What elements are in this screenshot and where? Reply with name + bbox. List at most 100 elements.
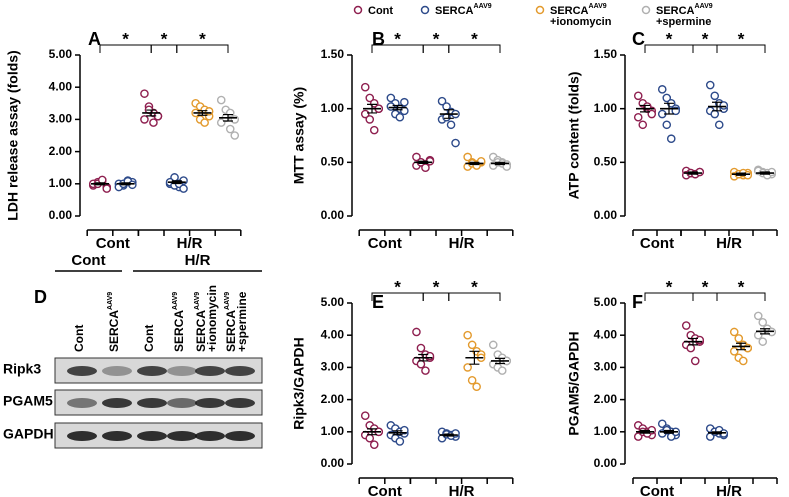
error-bar [95,182,105,186]
y-tick-label: 0.00 [321,456,345,470]
legend-marker [641,5,651,15]
data-point [690,356,700,366]
error-bar [146,109,157,117]
panel-letter: D [34,287,47,307]
blot-header: Cont [71,252,105,269]
y-axis-label: MTT assay (%) [291,87,307,184]
data-point [488,340,498,350]
panel-letter: A [88,29,101,49]
label-base: SERCA [107,310,121,352]
error-bar [712,431,722,435]
y-tick-label: 4.00 [321,327,345,341]
significance-bracket [448,292,501,301]
significance-label: * [161,29,168,48]
blot-band [195,366,225,376]
legend-label: Cont [368,5,393,17]
group-label: Cont [96,235,130,252]
data-point [365,93,375,103]
blot-band [167,431,197,441]
y-tick-label: 1.00 [321,424,345,438]
error-bar [495,161,505,166]
data-point [738,356,748,366]
blot-row-label: Ripk3 [3,361,41,377]
error-bar [469,350,480,365]
blot-header: H/R [185,252,211,269]
data-point [102,184,112,193]
y-tick-label: 0.00 [321,208,345,222]
data-point [497,366,507,375]
error-bar [223,113,233,122]
y-tick-label: 1.50 [321,47,345,61]
lane-label: Cont [72,325,86,352]
data-point [365,433,375,443]
data-point [758,318,768,327]
data-point [421,163,430,172]
blot-row-label: GAPDH [3,426,54,442]
blot-band [167,366,197,376]
error-bar [418,160,429,165]
label-base: SERCA [172,310,186,352]
data-point [734,334,744,343]
y-tick-label: 4.00 [49,79,73,93]
data-point [179,184,188,193]
label-sup: AAV9 [695,3,713,10]
blot-band [225,398,255,408]
data-point [360,109,370,119]
group-label: H/R [716,235,742,252]
label-sup: AAV9 [589,3,607,10]
group-label: H/R [449,235,475,252]
error-bar [367,428,377,436]
error-bar [495,357,505,365]
y-tick-label: 1.00 [594,424,618,438]
blot-band [167,398,197,408]
error-bar [443,109,454,119]
y-tick-label: 0.00 [49,208,73,222]
data-point [421,366,430,375]
blot-band [225,431,255,441]
label-extra: +spermine [656,16,711,28]
data-point [446,120,456,130]
data-point [662,93,672,103]
error-bar [197,110,208,116]
group-label: Cont [640,235,674,252]
data-point [437,96,447,106]
data-point [365,115,375,124]
group-label: Cont [368,235,402,252]
data-point [666,134,676,144]
legend-marker [420,5,430,15]
data-point [657,85,667,94]
y-tick-label: 2.00 [321,392,345,406]
error-bar [688,337,698,346]
y-axis-label: Ripk3/GAPDH [291,337,307,430]
data-point [729,346,739,356]
blot-band [137,398,167,408]
error-bar [367,103,377,114]
y-axis-label: LDH release assay (folds) [5,50,21,220]
data-point [662,120,672,130]
error-bar [469,161,480,166]
panel-letter: F [632,292,643,312]
blot-band [195,398,225,408]
group-label: H/R [449,483,475,497]
blot-band [137,431,167,441]
error-bar [418,353,429,362]
error-bar [392,104,403,111]
error-bar [664,102,674,115]
panel-letter: E [372,292,384,312]
significance-label: * [394,29,401,48]
data-point [463,363,472,372]
significance-bracket [448,44,501,53]
data-point [695,335,705,345]
data-point [638,120,648,130]
data-point [360,411,370,421]
lane-label: Cont [142,325,156,352]
significance-bracket [716,44,766,53]
y-tick-label: 4.00 [594,327,618,341]
data-point [386,102,396,111]
significance-label: * [666,29,673,48]
data-point [204,107,214,116]
lane-label: SERCAAAV9 [172,292,186,352]
data-point [230,131,240,140]
significance-label: * [471,277,478,296]
